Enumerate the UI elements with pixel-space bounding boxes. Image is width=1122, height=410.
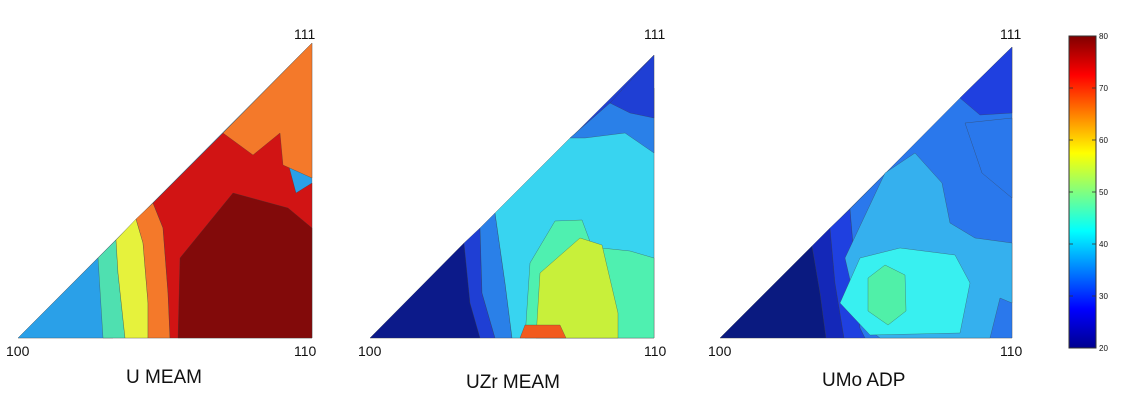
panel-title-uzr-meam: UZr MEAM [466,372,560,393]
triangle-u-meam [18,43,312,338]
colorbar-tick-label: 20 [1099,344,1108,353]
colorbar-body [1069,36,1096,348]
band-umo-adp-1 [720,246,826,338]
colorbar-tick-label: 40 [1099,240,1108,249]
colorbar-tick-label: 80 [1099,32,1108,41]
panel-title-umo-adp: UMo ADP [822,370,905,391]
corner-label-u-meam-right: 110 [294,343,317,359]
colorbar-tick-label: 70 [1099,84,1108,93]
corner-label-uzr-meam-right: 110 [644,343,667,359]
corner-label-uzr-meam-top: 111 [644,26,665,42]
colorbar: 20 30 40 50 60 70 80 [1069,32,1108,353]
corner-label-umo-adp-top: 111 [1000,26,1021,42]
band-uzr-meam-1 [370,243,480,338]
colorbar-tick-label: 50 [1099,188,1108,197]
colorbar-tick-label: 60 [1099,136,1108,145]
triangle-uzr-meam [370,55,654,338]
corner-label-umo-adp-left: 100 [708,343,732,359]
triangle-umo-adp [720,47,1012,338]
panel-u-meam: 100 110 111 U MEAM [6,26,317,388]
panel-title-u-meam: U MEAM [126,367,202,388]
band-uzr-meam-7 [520,325,566,338]
corner-label-u-meam-top: 111 [294,26,315,42]
panel-umo-adp: 100 110 111 UMo ADP [708,26,1023,391]
corner-label-uzr-meam-left: 100 [358,343,382,359]
band-umo-adp-8 [960,47,1012,115]
panel-uzr-meam: 100 110 111 UZr MEAM [358,26,667,393]
corner-label-u-meam-left: 100 [6,343,30,359]
corner-label-umo-adp-right: 110 [1000,343,1023,359]
colorbar-tick-label: 30 [1099,292,1108,301]
